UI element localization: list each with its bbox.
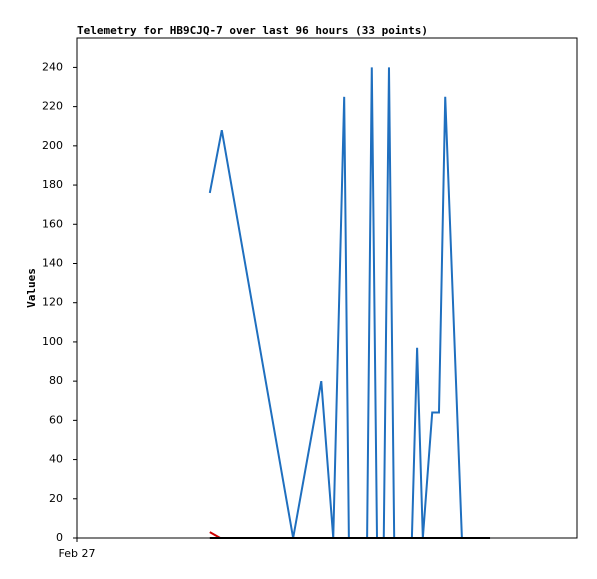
y-tick-label: 0 — [56, 531, 63, 544]
y-tick-label: 220 — [42, 100, 63, 113]
y-tick-label: 240 — [42, 60, 63, 73]
series-line — [208, 67, 491, 539]
y-tick-label: 100 — [42, 335, 63, 348]
y-axis-label: Values — [25, 268, 38, 308]
y-tick-label: 40 — [49, 453, 63, 466]
y-tick-label: 20 — [49, 492, 63, 505]
y-tick-label: 200 — [42, 139, 63, 152]
y-tick-label: 120 — [42, 296, 63, 309]
y-tick-label: 60 — [49, 413, 63, 426]
y-tick-label: 180 — [42, 178, 63, 191]
chart-title: Telemetry for HB9CJQ-7 over last 96 hour… — [77, 24, 428, 37]
y-tick-label: 80 — [49, 374, 63, 387]
y-tick-label: 140 — [42, 256, 63, 269]
x-tick-label: Feb 27 — [59, 547, 96, 560]
y-tick-label: 160 — [42, 217, 63, 230]
